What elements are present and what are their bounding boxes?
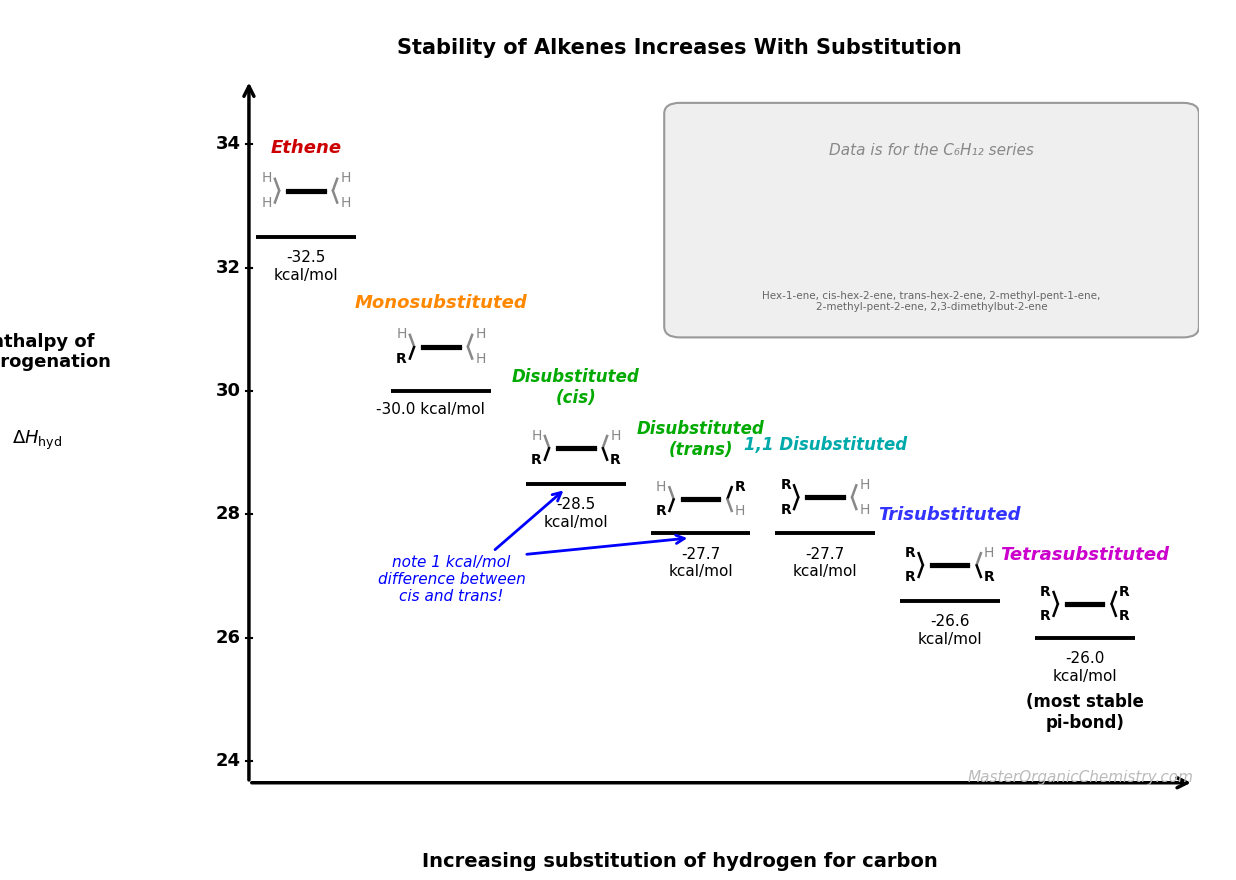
Text: Disubstituted
(cis): Disubstituted (cis)	[512, 368, 640, 407]
Text: R: R	[780, 502, 791, 517]
Text: R: R	[726, 186, 737, 200]
Text: H: H	[769, 172, 780, 186]
Text: 24: 24	[215, 752, 241, 770]
Title: Stability of Alkenes Increases With Substitution: Stability of Alkenes Increases With Subs…	[398, 38, 962, 58]
Text: H: H	[656, 480, 666, 494]
Text: H: H	[984, 546, 995, 560]
Text: H: H	[859, 478, 870, 492]
Text: -32.5
kcal/mol: -32.5 kcal/mol	[273, 251, 339, 282]
Text: H: H	[397, 327, 407, 341]
Text: R: R	[905, 570, 916, 584]
Text: R: R	[1119, 584, 1130, 598]
Text: H: H	[915, 172, 925, 186]
Text: H: H	[261, 196, 272, 210]
Text: R: R	[915, 186, 925, 200]
Text: R: R	[870, 272, 881, 286]
Text: H: H	[611, 429, 620, 443]
Text: Disubstituted
(trans): Disubstituted (trans)	[637, 420, 764, 459]
Text: -28.5
kcal/mol: -28.5 kcal/mol	[544, 497, 608, 530]
Text: R: R	[1101, 259, 1112, 273]
Text: H: H	[769, 186, 780, 200]
Text: R: R	[1119, 609, 1130, 623]
Text: R: R	[531, 453, 541, 467]
Text: R: R	[870, 186, 881, 200]
Text: Trisubstituted: Trisubstituted	[879, 506, 1021, 524]
Text: 26: 26	[215, 629, 241, 647]
Text: H: H	[476, 352, 486, 366]
Text: 28: 28	[215, 505, 241, 524]
Text: H: H	[769, 272, 780, 286]
Text: R: R	[397, 352, 407, 366]
Text: H: H	[1058, 172, 1068, 186]
Text: Data is for the C₆H₁₂ series: Data is for the C₆H₁₂ series	[829, 143, 1035, 158]
Text: R: R	[1058, 186, 1068, 200]
Text: R: R	[611, 453, 620, 467]
Text: R: R	[915, 272, 925, 286]
Text: -26.6
kcal/mol: -26.6 kcal/mol	[917, 614, 983, 647]
Text: MasterOrganicChemistry.com: MasterOrganicChemistry.com	[968, 770, 1194, 785]
Text: 30: 30	[215, 382, 241, 400]
Text: -27.7
kcal/mol: -27.7 kcal/mol	[792, 546, 858, 579]
Text: R: R	[726, 259, 737, 273]
Text: 1,1 Disubstituted: 1,1 Disubstituted	[744, 436, 907, 454]
Text: R: R	[780, 478, 791, 492]
Text: R: R	[726, 272, 737, 286]
Text: H: H	[735, 504, 745, 518]
Text: -26.0
kcal/mol: -26.0 kcal/mol	[1052, 651, 1117, 684]
Text: H: H	[726, 172, 735, 186]
Text: 32: 32	[215, 259, 241, 277]
Text: H: H	[859, 502, 870, 517]
Text: R: R	[870, 259, 881, 273]
Text: Ethene: Ethene	[271, 139, 341, 157]
Text: R: R	[734, 480, 745, 494]
Text: (most stable
pi-bond): (most stable pi-bond)	[1026, 693, 1143, 732]
Text: H: H	[1101, 186, 1111, 200]
Text: R: R	[1101, 172, 1112, 186]
Text: Enthalpy of
hydrogenation: Enthalpy of hydrogenation	[0, 333, 111, 371]
Text: R: R	[656, 504, 666, 518]
Text: Hex-1-ene, cis-hex-2-ene, trans-hex-2-ene, 2-methyl-pent-1-ene,
2-methyl-pent-2-: Hex-1-ene, cis-hex-2-ene, trans-hex-2-en…	[763, 290, 1101, 312]
Text: R: R	[905, 546, 916, 560]
Text: H: H	[340, 172, 351, 186]
Text: H: H	[340, 196, 351, 210]
Text: Tetrasubstituted: Tetrasubstituted	[1000, 546, 1169, 564]
Text: R: R	[1058, 259, 1068, 273]
Text: R: R	[1039, 584, 1051, 598]
Text: H: H	[531, 429, 541, 443]
FancyBboxPatch shape	[664, 103, 1199, 337]
Text: R: R	[1101, 272, 1112, 286]
Text: R: R	[984, 570, 995, 584]
Text: H: H	[915, 259, 925, 273]
Text: -27.7
kcal/mol: -27.7 kcal/mol	[669, 546, 733, 579]
Text: R: R	[1039, 609, 1051, 623]
Text: H: H	[871, 172, 881, 186]
Text: R: R	[1058, 272, 1068, 286]
Text: note 1 kcal/mol
difference between
cis and trans!: note 1 kcal/mol difference between cis a…	[377, 554, 525, 605]
Text: $\Delta H_{\rm hyd}$: $\Delta H_{\rm hyd}$	[12, 429, 62, 451]
Text: H: H	[769, 259, 780, 273]
Text: 34: 34	[215, 136, 241, 153]
Text: -30.0 kcal/mol: -30.0 kcal/mol	[376, 402, 485, 417]
Text: Monosubstituted: Monosubstituted	[355, 294, 528, 312]
Text: H: H	[476, 327, 486, 341]
Text: Increasing substitution of hydrogen for carbon: Increasing substitution of hydrogen for …	[421, 852, 938, 871]
Text: H: H	[261, 172, 272, 186]
